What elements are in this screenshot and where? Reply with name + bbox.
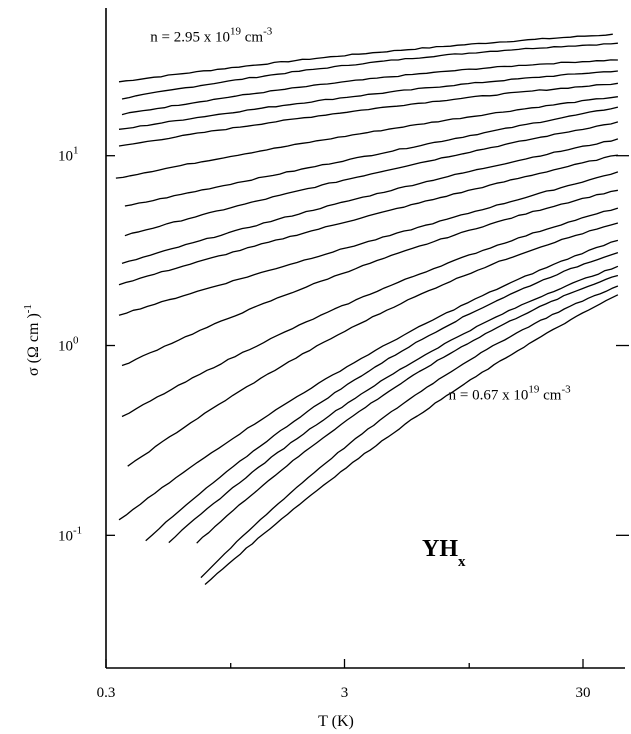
series-line-6 [115,96,618,179]
series-line-19 [200,285,619,579]
label-group: T (K) σ (Ω cm )-1 YHx [22,304,466,730]
y-axis-label: σ (Ω cm )-1 [22,304,42,376]
series-line-1 [118,33,613,83]
series-line-16 [145,251,619,542]
series-line-2 [121,42,618,100]
series-line-9 [121,138,619,265]
series-line-20 [204,294,619,585]
series-group [115,33,619,585]
series-line-8 [124,121,619,237]
x-tick-label: 3 [341,685,349,701]
series-line-12 [121,189,619,367]
compound-label-sub: x [458,554,466,570]
y-axis-label-exp: -1 [22,304,34,313]
y-tick-label: 10-1 [58,524,82,544]
series-line-10 [118,154,618,286]
y-axis-label-main: σ (Ω cm ) [25,313,42,376]
compound-label: YHx [422,536,466,570]
series-line-4 [118,70,618,130]
series-line-14 [127,222,619,467]
x-tick-label: 30 [576,685,591,701]
series-line-15 [118,239,619,521]
series-line-18 [196,274,619,544]
x-tick-label: 0.3 [97,685,116,701]
annot-group: n = 2.95 x 1019 cm-3 n = 0.67 x 1019 cm-3 [150,25,571,403]
tick-group: 0.3 3 30 10-1 100 101 [58,145,629,701]
compound-label-main: YH [422,536,458,562]
plot-frame [105,8,625,669]
series-line-17 [168,265,619,544]
density-annotation-1: n = 2.95 x 1019 cm-3 [150,25,272,45]
series-line-11 [118,171,619,316]
series-line-7 [124,106,619,207]
series-line-13 [121,207,619,418]
density-annotation-2: n = 0.67 x 1019 cm-3 [449,383,571,403]
series-line-5 [118,82,619,147]
series-line-3 [121,59,618,116]
y-tick-label: 100 [58,335,79,355]
x-axis-label: T (K) [318,713,354,730]
y-tick-label: 101 [58,145,79,165]
